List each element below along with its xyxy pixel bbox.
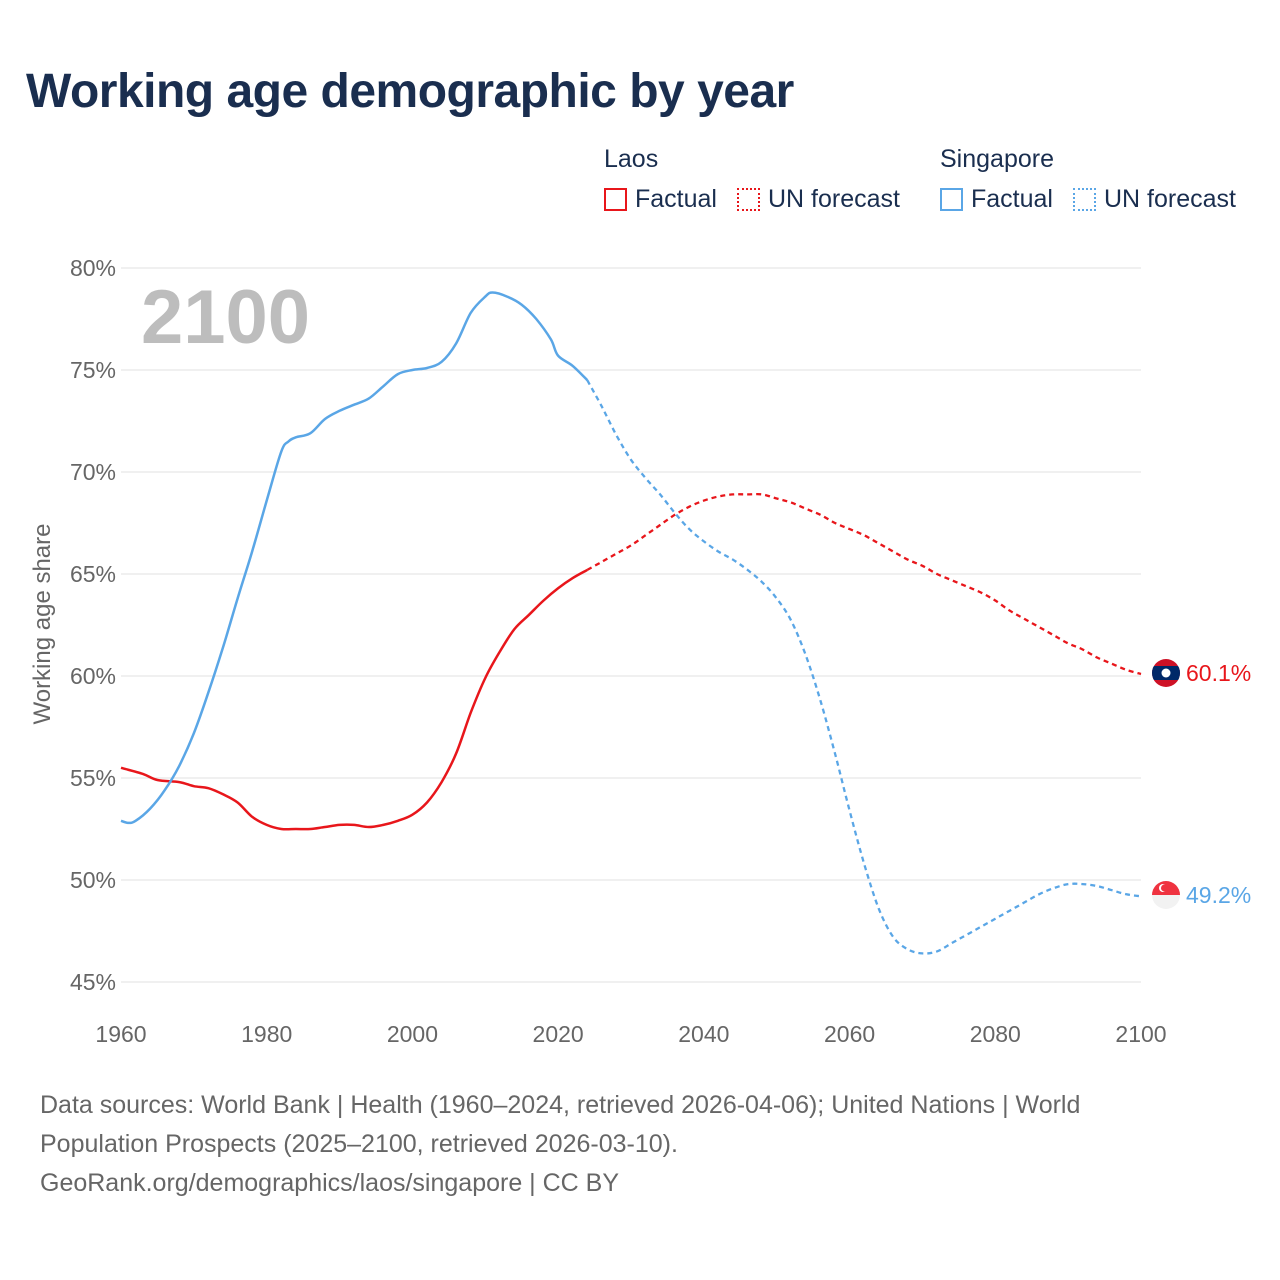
laos-factual-line <box>120 568 588 831</box>
chart-title: Working age demographic by year <box>26 65 794 118</box>
legend-item-label: UN forecast <box>768 185 900 213</box>
legend-item-singapore-factual[interactable]: Factual <box>940 185 1053 214</box>
legend-item-label: Factual <box>971 185 1053 213</box>
x-tick-label: 2000 <box>387 1021 438 1047</box>
legend-swatch-solid <box>940 188 963 211</box>
singapore-forecast-line <box>586 379 1142 955</box>
legend-swatch-dotted <box>1073 188 1096 211</box>
grid-layer <box>121 267 1141 983</box>
y-tick-label: 45% <box>70 969 116 995</box>
year-watermark: 2100 <box>141 275 310 360</box>
singapore-end-label: 49.2% <box>1186 882 1251 908</box>
footer-credit: GeoRank.org/demographics/laos/singapore … <box>40 1169 620 1197</box>
y-tick-label: 70% <box>70 459 116 485</box>
y-tick-label: 80% <box>70 255 116 281</box>
legend-group-singapore: Singapore Factual UN forecast <box>940 145 1260 225</box>
singapore-flag-icon <box>1152 881 1180 909</box>
series-layer <box>120 291 1142 955</box>
y-tick-label: 55% <box>70 765 116 791</box>
laos-end-label: 60.1% <box>1186 660 1251 686</box>
x-tick-label: 1960 <box>95 1021 146 1047</box>
y-tick-label: 60% <box>70 663 116 689</box>
singapore-factual-line <box>120 291 589 825</box>
legend-item-label: Factual <box>635 185 717 213</box>
x-tick-label: 2040 <box>678 1021 729 1047</box>
legend-group-title: Laos <box>604 145 659 173</box>
y-axis-ticks: 45% 50% 55% 60% 65% 70% 75% 80% <box>70 255 116 995</box>
x-tick-label: 1980 <box>241 1021 292 1047</box>
footer: Data sources: World Bank | Health (1960–… <box>40 1086 1180 1203</box>
laos-flag-icon <box>1152 659 1180 687</box>
legend-item-singapore-forecast[interactable]: UN forecast <box>1073 185 1236 214</box>
legend-group-laos: Laos Factual UN forecast <box>604 145 924 225</box>
legend-item-label: UN forecast <box>1104 185 1236 213</box>
legend-group-title: Singapore <box>940 145 1054 173</box>
y-axis-label: Working age share <box>29 524 56 725</box>
legend-swatch-solid <box>604 188 627 211</box>
x-tick-label: 2060 <box>824 1021 875 1047</box>
line-chart: 2100 45% 50% 55% 60% 65% 70% 75% 80% 1960 1980 20… <box>29 255 1251 1047</box>
legend-swatch-dotted <box>737 188 760 211</box>
legend-item-laos-factual[interactable]: Factual <box>604 185 717 214</box>
x-tick-label: 2080 <box>970 1021 1021 1047</box>
y-tick-label: 50% <box>70 867 116 893</box>
x-axis-ticks: 1960 1980 2000 2020 2040 2060 2080 2100 <box>95 1021 1166 1047</box>
legend-item-laos-forecast[interactable]: UN forecast <box>737 185 900 214</box>
footer-sources: Data sources: World Bank | Health (1960–… <box>40 1091 1081 1158</box>
laos-forecast-line <box>586 492 1142 676</box>
y-tick-label: 65% <box>70 561 116 587</box>
x-tick-label: 2100 <box>1115 1021 1166 1047</box>
x-tick-label: 2020 <box>533 1021 584 1047</box>
y-tick-label: 75% <box>70 357 116 383</box>
